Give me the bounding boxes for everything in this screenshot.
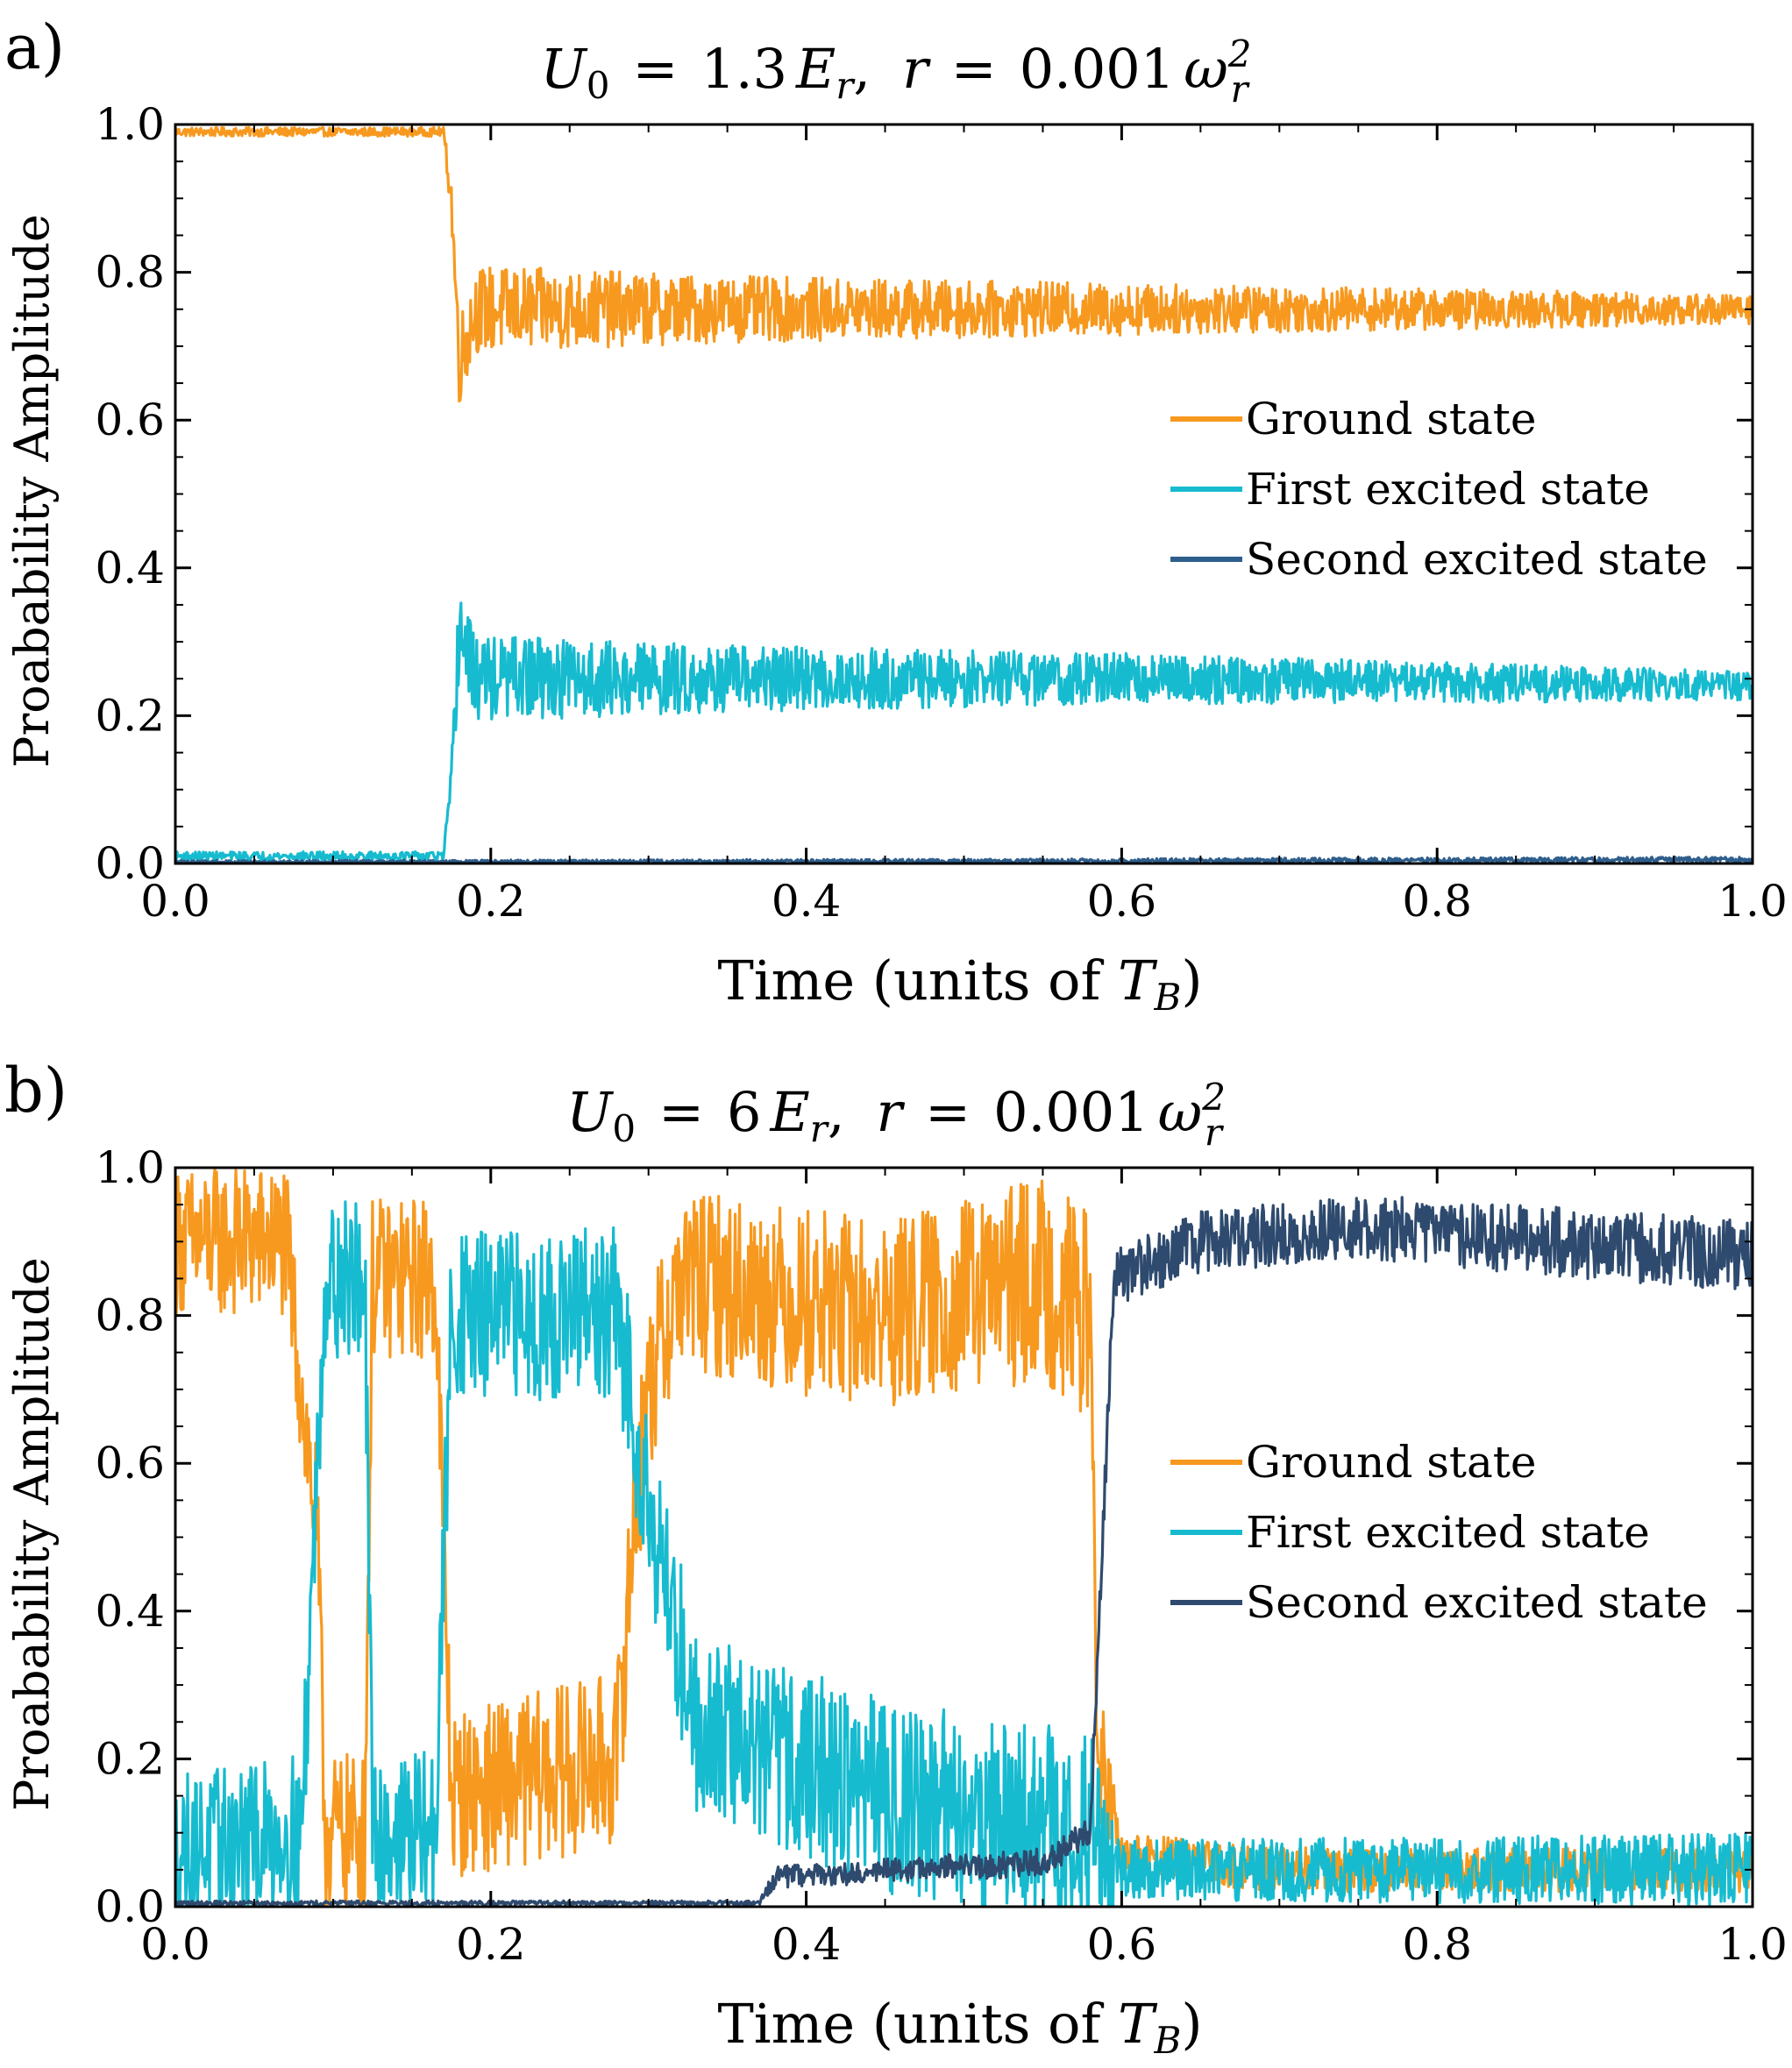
xlabel-text: Time (units of xyxy=(717,1992,1118,2056)
series-line-first-excited-state xyxy=(175,601,1753,863)
title-omega: ω xyxy=(1184,37,1228,101)
x-tick-label: 0.0 xyxy=(140,1919,210,1970)
chart-title: U0 = 1.3 Er, r = 0.001 ω2 r xyxy=(540,32,1251,110)
x-tick-label: 0.2 xyxy=(456,1919,526,1970)
x-tick-label: 1.0 xyxy=(1717,1919,1788,1970)
y-tick-label: 0.4 xyxy=(95,543,165,593)
legend-label: Second excited state xyxy=(1246,534,1708,585)
x-tick-label: 0.0 xyxy=(140,876,210,927)
y-axis-label: Proabability Amplitude xyxy=(4,214,60,768)
y-tick-label: 0.6 xyxy=(95,1438,165,1489)
xlabel-t: T xyxy=(1118,949,1158,1013)
panel-label-b: b) xyxy=(4,1055,68,1126)
series-line-first-excited-state xyxy=(175,1200,1753,1907)
panel-b: b) U0 = 6 Er, r = 0.001 ω2 r Proabability Amplit… xyxy=(4,1055,1788,2062)
legend: Ground state First excited state Second ex… xyxy=(1170,1437,1708,1628)
xlabel-close: ) xyxy=(1181,1992,1202,2056)
legend-label: First excited state xyxy=(1246,464,1650,515)
title-comma: , xyxy=(828,1080,845,1144)
svg-text:Time (units of TB): Time (units of TB) xyxy=(717,949,1202,1019)
title-comma: , xyxy=(853,37,871,101)
title-r-value: 0.001 xyxy=(993,1080,1149,1144)
y-tick-label: 0.2 xyxy=(95,1733,165,1784)
title-u0-value: 1.3 xyxy=(700,37,787,101)
title-e-sub: r xyxy=(836,64,856,107)
plot-area: 0.0 0.2 0.4 0.6 0.8 1.0 0.0 0.2 0.4 0.6 0.8 1.0 Grou… xyxy=(95,1142,1787,1970)
title-omega-sub: r xyxy=(1231,68,1251,110)
title-u: U xyxy=(540,37,587,101)
x-tick-label: 0.8 xyxy=(1402,876,1472,927)
title-u0-value: 6 xyxy=(727,1080,761,1144)
title-e: E xyxy=(795,37,836,101)
y-tick-label: 0.0 xyxy=(95,838,165,889)
legend-label: Ground state xyxy=(1246,1437,1537,1488)
y-tick-label: 0.4 xyxy=(95,1586,165,1637)
panel-label-a: a) xyxy=(4,11,65,83)
legend-label: Second excited state xyxy=(1246,1577,1708,1628)
svg-text:Proabability Amplitude: Proabability Amplitude xyxy=(4,1257,60,1811)
xlabel-close: ) xyxy=(1181,949,1202,1013)
x-tick-label: 1.0 xyxy=(1717,876,1788,927)
panel-a: a) U0 = 1.3 Er, r = 0.001 ω2 r Proabability Ampl… xyxy=(4,11,1788,1019)
x-tick-label: 0.6 xyxy=(1087,1919,1157,1970)
title-omega-sup: 2 xyxy=(1201,1076,1226,1119)
xlabel-t-sub: B xyxy=(1153,2019,1181,2062)
xlabel-t-sub: B xyxy=(1153,976,1181,1019)
x-axis-label: Time (units of TB) xyxy=(717,1992,1202,2062)
title-r: r xyxy=(902,37,931,101)
title-eq1: = xyxy=(632,37,678,101)
ticks: 0.0 0.2 0.4 0.6 0.8 1.0 0.0 0.2 0.4 0.6 0.8 1.0 xyxy=(95,99,1787,927)
legend: Ground state First excited state Second ex… xyxy=(1170,394,1708,585)
xlabel-text: Time (units of xyxy=(717,949,1118,1013)
y-tick-label: 0.2 xyxy=(95,690,165,741)
chart-title: U0 = 6 Er, r = 0.001 ω2 r xyxy=(566,1076,1226,1154)
y-tick-label: 1.0 xyxy=(95,1142,165,1193)
title-e: E xyxy=(769,1080,809,1144)
series-group xyxy=(175,1168,1753,1907)
xlabel-t: T xyxy=(1118,1992,1158,2056)
x-tick-label: 0.2 xyxy=(456,876,526,927)
series-line-ground-state xyxy=(175,125,1753,403)
title-eq2: = xyxy=(925,1080,971,1144)
y-tick-label: 0.6 xyxy=(95,394,165,445)
y-tick-label: 0.0 xyxy=(95,1881,165,1932)
y-tick-label: 0.8 xyxy=(95,247,165,298)
title-u: U xyxy=(566,1080,614,1144)
legend-label: First excited state xyxy=(1246,1507,1650,1558)
title-omega: ω xyxy=(1158,1080,1203,1144)
title-eq2: = xyxy=(951,37,997,101)
ticks: 0.0 0.2 0.4 0.6 0.8 1.0 0.0 0.2 0.4 0.6 0.8 1.0 xyxy=(95,1142,1787,1970)
title-u-sub: 0 xyxy=(587,64,610,107)
title-eq1: = xyxy=(658,1080,704,1144)
title-e-sub: r xyxy=(810,1107,830,1150)
title-u-sub: 0 xyxy=(612,1107,636,1150)
y-tick-label: 0.8 xyxy=(95,1290,165,1341)
plot-area: 0.0 0.2 0.4 0.6 0.8 1.0 0.0 0.2 0.4 0.6 0.8 1.0 Grou… xyxy=(95,99,1787,927)
x-tick-label: 0.4 xyxy=(772,876,842,927)
title-omega-sub: r xyxy=(1205,1111,1225,1154)
svg-text:Proabability Amplitude: Proabability Amplitude xyxy=(4,214,60,768)
title-omega-sup: 2 xyxy=(1227,32,1252,75)
svg-text:Time (units of TB): Time (units of TB) xyxy=(717,1992,1202,2062)
x-tick-label: 0.8 xyxy=(1402,1919,1472,1970)
y-axis-label: Proabability Amplitude xyxy=(4,1257,60,1811)
x-axis-label: Time (units of TB) xyxy=(717,949,1202,1019)
legend-label: Ground state xyxy=(1246,394,1537,444)
x-tick-label: 0.6 xyxy=(1087,876,1157,927)
series-line-second-excited-state xyxy=(175,1196,1753,1907)
x-tick-label: 0.4 xyxy=(772,1919,842,1970)
title-r: r xyxy=(877,1080,906,1144)
y-tick-label: 1.0 xyxy=(95,99,165,150)
title-r-value: 0.001 xyxy=(1020,37,1176,101)
